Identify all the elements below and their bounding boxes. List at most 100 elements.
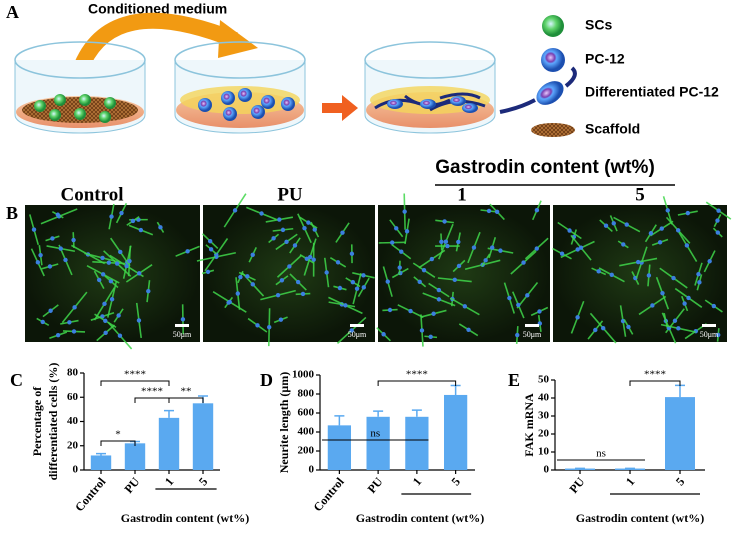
legend-icons (499, 15, 577, 137)
bar (124, 443, 146, 470)
micrograph-label: Control (61, 184, 124, 205)
micrograph (378, 205, 550, 342)
nucleus (404, 229, 410, 234)
nucleus (408, 308, 413, 314)
nucleus (443, 239, 449, 244)
nucleus (646, 273, 652, 278)
bar (665, 397, 695, 470)
nucleus (381, 332, 386, 337)
bar (158, 417, 180, 470)
nucleus (567, 228, 572, 233)
nucleus (350, 279, 356, 285)
y-tick-label: 400 (298, 426, 315, 438)
nucleus (343, 303, 348, 308)
y-tick-label: 60 (67, 391, 79, 403)
significance-label: * (115, 429, 121, 441)
arrow-label: Conditioned medium (88, 1, 227, 17)
error-bar (675, 384, 685, 398)
x-tick-label: PU (121, 474, 142, 496)
x-axis-label: Gastrodin content (wt%) (121, 511, 249, 525)
nucleus (665, 208, 670, 213)
group-label: Gastrodin content (wt%) (435, 157, 655, 178)
nucleus (421, 268, 427, 273)
nucleus (127, 258, 132, 264)
nucleus (136, 318, 142, 323)
bar (565, 468, 595, 470)
nucleus (124, 263, 129, 269)
nucleus (275, 292, 281, 298)
scale-label: 50μm (173, 330, 192, 339)
significance-label: **** (141, 386, 163, 398)
micrograph (203, 205, 375, 342)
nucleus (292, 243, 298, 248)
nucleus (55, 212, 61, 217)
nucleus (431, 311, 436, 316)
significance-label: ns (596, 448, 606, 460)
nucleus (324, 270, 329, 275)
nucleus (354, 286, 360, 291)
bar (615, 468, 645, 470)
nucleus (180, 317, 186, 322)
x-tick-label: 1 (623, 475, 638, 489)
nucleus (417, 279, 422, 285)
nucleus (716, 208, 721, 213)
nucleus (716, 332, 721, 338)
nucleus (635, 259, 641, 265)
error-bar (334, 415, 345, 426)
significance-bracket (377, 380, 457, 386)
nucleus (138, 227, 144, 233)
transfer-arrow (72, 12, 238, 74)
x-tick-label: 1 (162, 475, 177, 489)
x-tick-label: 5 (673, 475, 688, 489)
nucleus (205, 269, 211, 275)
nucleus (295, 279, 301, 285)
nucleus (255, 323, 260, 328)
error-bar (96, 452, 106, 456)
nucleus (103, 318, 108, 323)
y-tick-label: 50 (538, 374, 550, 386)
nucleus (715, 218, 720, 223)
y-tick-label: 30 (538, 410, 550, 422)
significance-label: ** (181, 386, 192, 398)
nucleus (63, 257, 68, 263)
nucleus (72, 305, 77, 310)
nucleus (466, 327, 471, 332)
y-tick-label: 0 (544, 464, 550, 476)
nucleus (671, 275, 676, 281)
nucleus (361, 285, 366, 290)
bar (192, 403, 214, 470)
nucleus (626, 324, 631, 330)
panel-letter: D (260, 370, 273, 390)
nucleus (436, 297, 442, 302)
nucleus (600, 325, 606, 331)
y-tick-label: 20 (67, 439, 79, 451)
y-tick-label: 40 (538, 392, 550, 404)
significance-bracket (100, 440, 136, 446)
nucleus (507, 295, 512, 301)
nucleus (660, 290, 665, 296)
y-axis-label: Neurite length (μm) (277, 372, 291, 473)
nucleus (50, 236, 55, 241)
nucleus (445, 243, 450, 249)
nucleus (686, 295, 691, 301)
error-bar (164, 409, 174, 418)
nucleus (267, 324, 272, 330)
legend-label: SCs (585, 17, 612, 33)
significance-label: **** (124, 369, 146, 381)
legend-label: Scaffold (585, 121, 640, 137)
y-tick-label: 80 (67, 367, 79, 379)
nucleus (685, 210, 691, 216)
x-tick-label: Control (310, 474, 347, 514)
micrograph (25, 205, 200, 342)
dish-2 (174, 41, 306, 134)
nucleus (402, 209, 407, 214)
nucleus (452, 277, 457, 282)
x-axis-label: Gastrodin content (wt%) (576, 511, 704, 525)
nucleus (436, 287, 442, 293)
nucleus (489, 245, 495, 250)
nucleus (284, 239, 289, 245)
nucleus (516, 302, 521, 308)
error-bar (450, 384, 461, 395)
y-tick-label: 600 (298, 407, 315, 419)
